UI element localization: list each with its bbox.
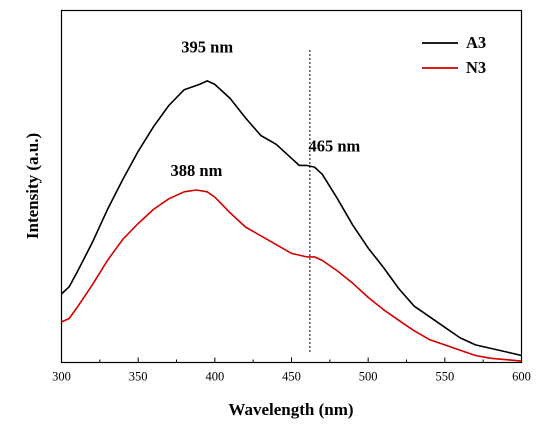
legend-label-a3: A3: [466, 33, 486, 52]
x-tick-label: 500: [359, 370, 378, 384]
peak-annotation: 395 nm: [181, 38, 233, 57]
x-tick-label: 400: [205, 370, 224, 384]
x-tick-label: 350: [129, 370, 148, 384]
peak-annotation: 465 nm: [309, 136, 361, 155]
x-axis-ticks: [61, 357, 522, 363]
x-axis-title: Wavelength (nm): [228, 400, 353, 419]
series-group: [60, 80, 522, 362]
legend-label-n3: N3: [466, 58, 486, 77]
series-line-n3: [61, 189, 522, 362]
peak-annotation: 388 nm: [171, 161, 223, 180]
x-tick-label: 550: [435, 370, 454, 384]
annotations: 395 nm 465 nm 388 nm: [171, 38, 361, 180]
series-line-a3: [60, 80, 522, 357]
plot-frame: [60, 9, 523, 364]
y-axis-title: Intensity (a.u.): [23, 133, 42, 239]
x-axis-tick-labels: 300 350 400 450 500 550 600: [52, 370, 531, 384]
x-tick-label: 600: [512, 370, 531, 384]
x-tick-label: 300: [52, 370, 71, 384]
x-tick-label: 450: [282, 370, 301, 384]
